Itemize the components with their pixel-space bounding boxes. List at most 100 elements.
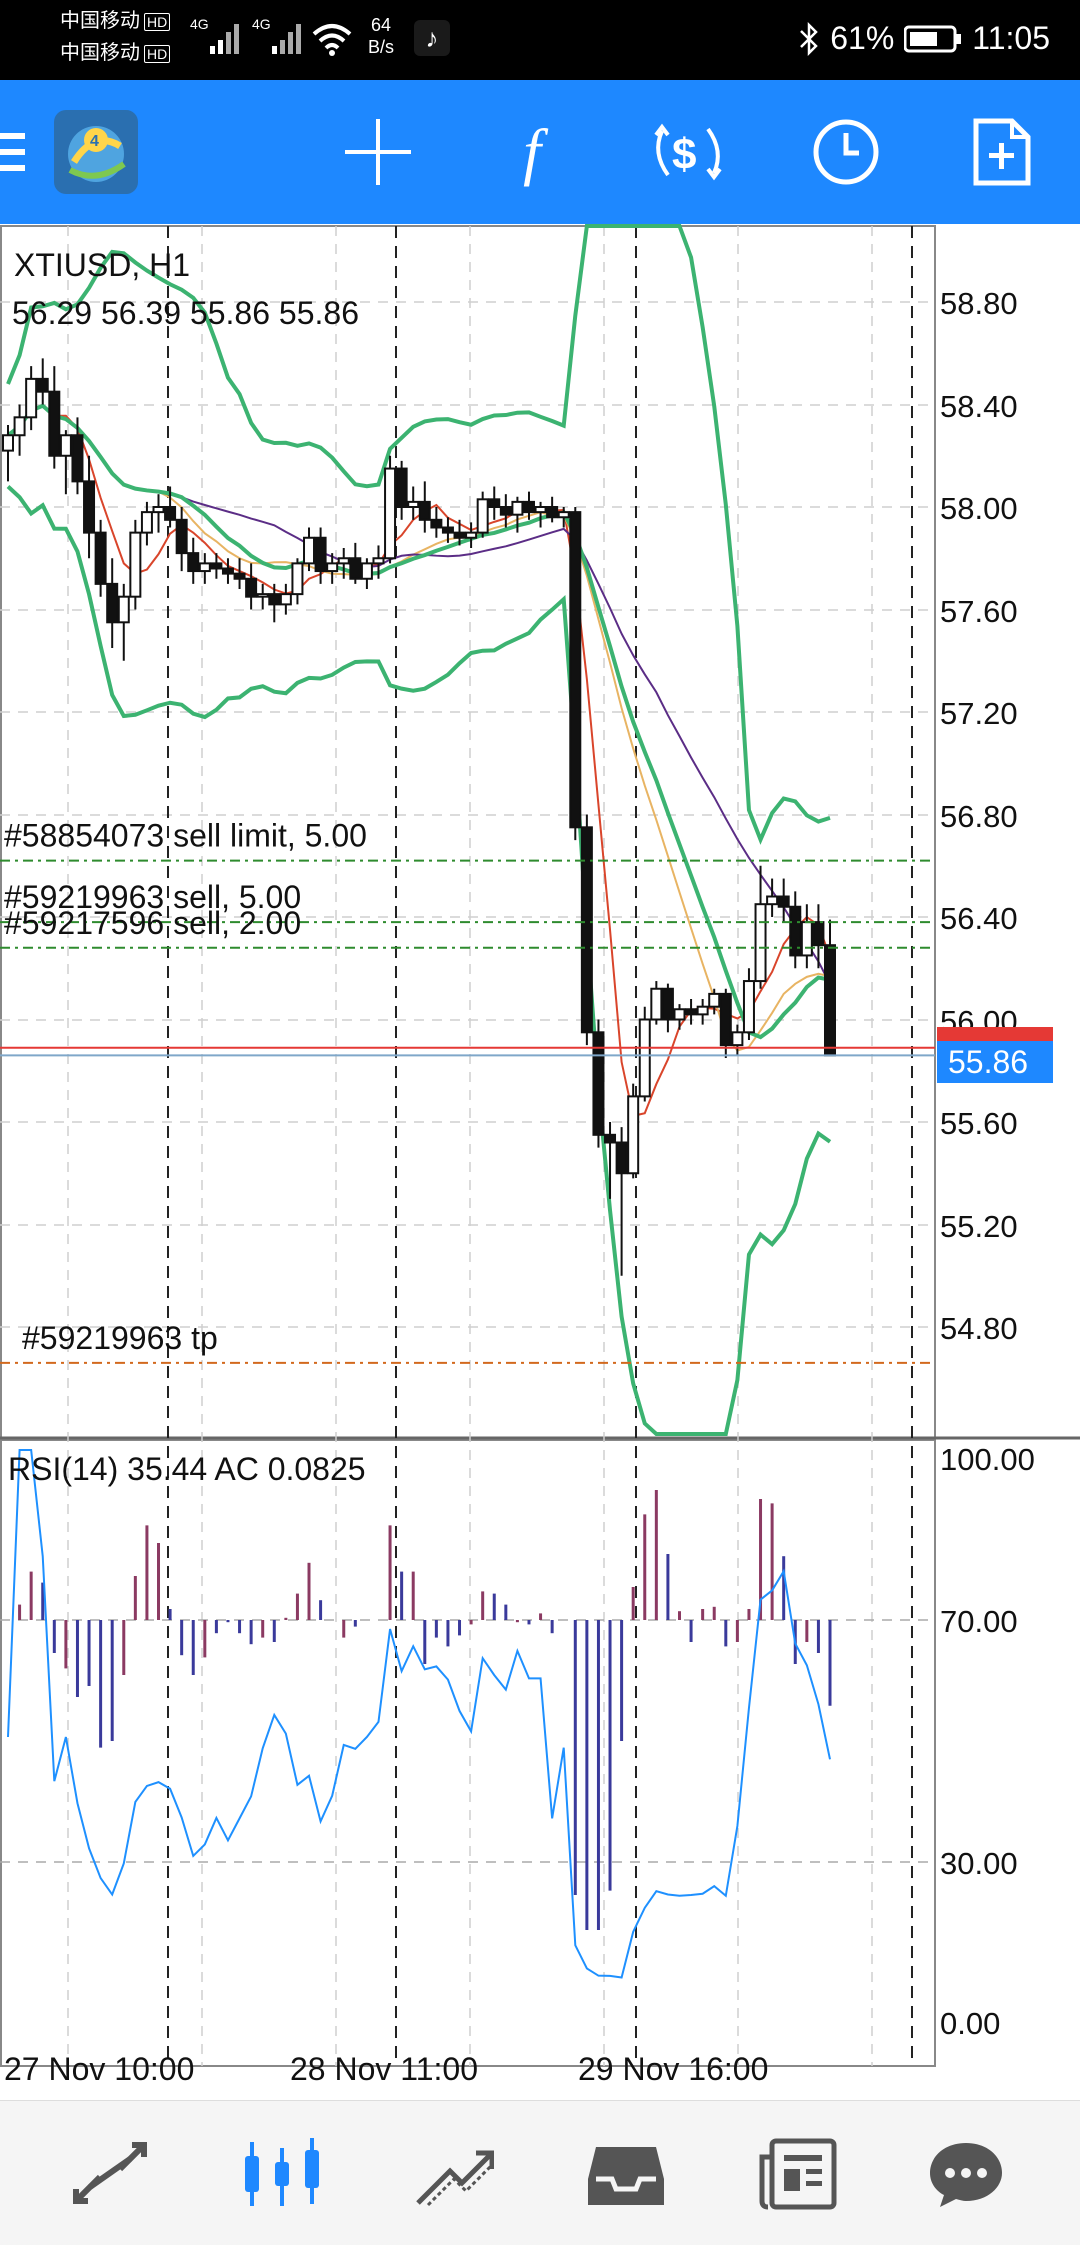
candle-body-23 — [268, 593, 281, 606]
carrier-1: 中国移动 HD — [60, 8, 171, 35]
x-label-27nov: 27 Nov 10:00 — [4, 2051, 194, 2087]
candle-body-48 — [557, 511, 570, 519]
indicator-f-glyph: f — [523, 116, 541, 187]
candle-body-43 — [499, 506, 512, 516]
candle-body-47 — [546, 506, 559, 519]
candle-body-32 — [372, 557, 385, 565]
order-label-2: #59217596 sell, 2.00 — [4, 905, 301, 941]
candle-body-38 — [441, 526, 454, 534]
menu-icon[interactable] — [0, 110, 40, 194]
candle-body-45 — [522, 500, 535, 514]
price-label-5800: 58.00 — [940, 491, 1018, 526]
quotes-icon[interactable] — [60, 2129, 160, 2219]
clock-time: 11:05 — [972, 20, 1050, 56]
mt4-logo[interactable]: 4 — [54, 110, 138, 194]
candle-body-11 — [129, 531, 142, 598]
candle-body-30 — [349, 557, 362, 580]
candle-body-7 — [83, 480, 96, 534]
new-order-icon[interactable] — [960, 110, 1044, 194]
price-label-5680: 56.80 — [940, 799, 1018, 834]
candle-body-10 — [117, 595, 130, 624]
rsi-line — [7, 1449, 831, 1979]
candle-body-63 — [731, 1031, 744, 1047]
candle-body-12 — [140, 511, 153, 534]
symbol-title: XTIUSD, H1 — [14, 247, 190, 283]
price-label-5480: 54.80 — [940, 1311, 1018, 1346]
candle-body-9 — [106, 582, 119, 624]
history-icon[interactable] — [576, 2129, 676, 2219]
status-bar: 中国移动 HD 中国移动 HD 4G 4G 64 B/s ♪ 61% 11:05 — [0, 0, 1080, 80]
svg-text:4: 4 — [90, 133, 99, 150]
candle-body-44 — [511, 500, 524, 516]
candle-body-13 — [152, 506, 165, 514]
candle-body-49 — [569, 511, 582, 829]
trade-dollar-icon[interactable]: $ — [646, 110, 730, 194]
candle-body-28 — [326, 562, 339, 573]
price-chart[interactable]: #58854073 sell limit, 5.00 #59219963 sell… — [0, 224, 1080, 2100]
candle-body-21 — [245, 577, 258, 598]
candle-body-51 — [592, 1031, 605, 1136]
candle-body-52 — [604, 1133, 617, 1144]
candle-body-36 — [418, 500, 431, 521]
candle-body-3 — [36, 377, 49, 393]
candle-body-19 — [221, 567, 234, 575]
battery-percent: 61% — [830, 20, 895, 56]
network-type-2: 4G — [252, 16, 271, 32]
candle-body-56 — [650, 987, 663, 1021]
bollinger-lower — [6, 485, 832, 1436]
svg-text:$: $ — [672, 130, 696, 179]
candle-body-35 — [407, 500, 420, 508]
candle-body-22 — [256, 593, 269, 598]
candle-body-14 — [164, 506, 177, 521]
candle-body-4 — [48, 390, 61, 457]
candle-body-0 — [2, 434, 14, 452]
hd-badge-2: HD — [144, 45, 171, 63]
candle-body-42 — [488, 498, 501, 508]
battery-icon — [904, 25, 962, 52]
candle-body-33 — [384, 467, 397, 560]
chart-area[interactable]: #58854073 sell limit, 5.00 #59219963 sell… — [0, 224, 1080, 2100]
price-label-5560: 55.60 — [940, 1106, 1018, 1141]
indicator-f-icon[interactable]: f — [490, 110, 574, 194]
candle-body-18 — [210, 562, 223, 570]
chat-icon[interactable] — [916, 2129, 1016, 2219]
clock-icon[interactable] — [804, 110, 888, 194]
crosshair-icon[interactable] — [336, 110, 420, 194]
candle-body-65 — [754, 903, 767, 983]
candle-body-40 — [465, 531, 478, 539]
speed-value: 64 — [370, 15, 392, 35]
candle-body-16 — [187, 552, 200, 573]
indicator-level-30: 30.00 — [940, 1846, 1018, 1881]
candle-body-66 — [766, 895, 779, 906]
candle-body-17 — [198, 562, 211, 573]
speed-unit: B/s — [368, 37, 395, 57]
signal-icon-1 — [210, 24, 239, 54]
candle-body-69 — [800, 921, 813, 957]
candle-body-55 — [638, 1018, 651, 1098]
order-label-1: #59219963 sell, 5.00 — [4, 879, 301, 915]
candle-body-2 — [25, 377, 38, 419]
candle-body-8 — [94, 531, 107, 585]
bollinger-middle — [6, 403, 831, 1040]
candle-body-58 — [673, 1008, 686, 1021]
x-label-28nov: 28 Nov 11:00 — [290, 2051, 478, 2087]
price-label-5520: 55.20 — [940, 1209, 1018, 1244]
news-icon[interactable] — [748, 2129, 848, 2219]
status-right: 61% 11:05 — [798, 20, 1050, 57]
candle-body-64 — [742, 980, 755, 1034]
red-price-marker — [937, 1027, 1053, 1045]
chart-icon[interactable] — [232, 2129, 332, 2219]
candle-body-54 — [627, 1095, 640, 1175]
indicator-level-100: 100.00 — [940, 1442, 1035, 1477]
candle-body-15 — [175, 518, 188, 555]
trade-icon[interactable] — [404, 2129, 504, 2219]
price-label-5640: 56.40 — [940, 901, 1018, 936]
candle-body-20 — [233, 572, 246, 580]
order-label-0: #58854073 sell limit, 5.00 — [4, 818, 367, 854]
candle-body-24 — [279, 593, 292, 606]
indicator-level-0: 0.00 — [940, 2006, 1000, 2041]
candle-body-46 — [534, 506, 547, 514]
candle-body-57 — [661, 987, 674, 1021]
top-toolbar: 4 f $ — [0, 80, 1080, 224]
current-price-label: 55.86 — [948, 1044, 1028, 1080]
